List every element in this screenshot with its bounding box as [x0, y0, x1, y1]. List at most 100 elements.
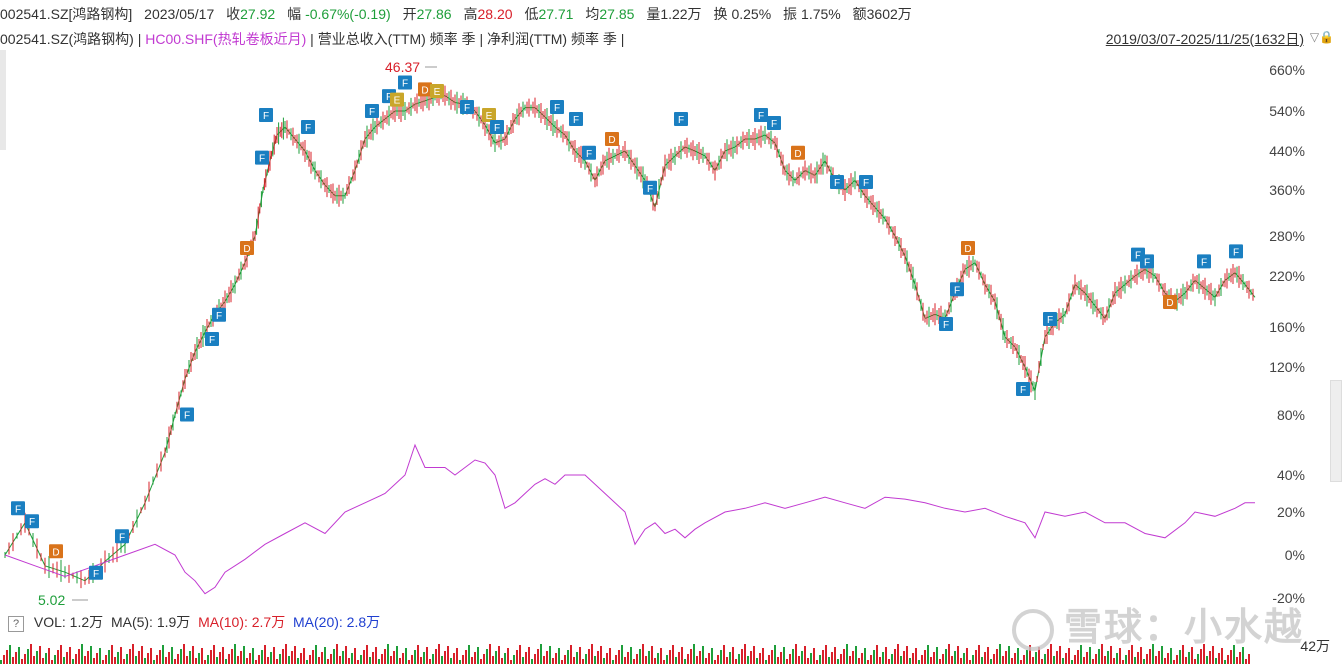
volume-bar — [486, 649, 488, 664]
volume-bar — [1119, 648, 1121, 664]
volume-bar — [360, 655, 362, 664]
event-marker-f — [460, 100, 474, 114]
indicator-legend: 002541.SZ(鸿路钢构) | HC00.SHF(热轧卷板近月) | 营业总… — [0, 31, 625, 47]
volume-bar — [828, 657, 830, 664]
volume-bar — [84, 656, 86, 664]
volume-bar — [129, 649, 131, 664]
volume-bar — [483, 654, 485, 664]
volume-bar — [858, 658, 860, 664]
volume-bar — [726, 657, 728, 664]
volume-bar — [999, 644, 1001, 664]
help-icon[interactable]: ? — [8, 616, 24, 632]
volume-bar — [1212, 646, 1214, 664]
volume-bar — [546, 651, 548, 664]
volume-bar — [18, 647, 20, 664]
volume-bar — [216, 657, 218, 664]
volume-bar — [141, 646, 143, 664]
volume-bar — [435, 649, 437, 664]
event-marker-label: F — [647, 184, 653, 195]
volume-bar — [954, 651, 956, 664]
volume-bar — [1086, 652, 1088, 664]
volume-bar — [408, 660, 410, 664]
volume-bar — [1092, 659, 1094, 664]
event-marker-label: F — [263, 111, 269, 122]
volume-bar — [1161, 646, 1163, 664]
volume-bar — [1101, 644, 1103, 664]
volume-bar — [333, 649, 335, 664]
volume-bar — [1167, 653, 1169, 664]
volume-bar — [891, 654, 893, 664]
event-marker-f — [212, 307, 226, 322]
volume-bar — [855, 646, 857, 664]
volume-bar — [645, 656, 647, 664]
legend-main-series[interactable]: 002541.SZ(鸿路钢构) — [0, 31, 134, 47]
xueqiu-logo-icon — [1011, 608, 1054, 651]
volume-bar — [1026, 650, 1028, 664]
volume-bar — [675, 657, 677, 664]
legend-revenue[interactable]: 营业总收入(TTM) 频率 季 — [317, 31, 476, 47]
volume-bar — [1149, 649, 1151, 664]
event-marker-f — [674, 112, 688, 126]
volume-bar — [687, 654, 689, 664]
volume-bar — [444, 651, 446, 664]
volume-bar — [924, 650, 926, 664]
volume-bar — [1029, 645, 1031, 664]
volume-bar — [516, 650, 518, 664]
volume-bar — [210, 650, 212, 664]
turnover-field: 换 0.25% — [713, 6, 772, 22]
volume-bar — [198, 653, 200, 664]
volume-bar — [297, 658, 299, 664]
volume-bar — [903, 651, 905, 664]
event-marker-label: D — [243, 244, 250, 255]
volume-bar — [402, 653, 404, 664]
volume-bar — [417, 645, 419, 664]
volume-bar — [1005, 651, 1007, 664]
volume-bar — [48, 648, 50, 664]
volume-bar — [249, 653, 251, 664]
volume-bar — [0, 660, 2, 664]
settings-icon[interactable]: ▽🔒 — [1309, 30, 1334, 44]
left-panel-handle[interactable] — [0, 50, 6, 150]
volume-bar — [1152, 644, 1154, 664]
event-marker-label: F — [834, 178, 840, 189]
event-marker-label: D — [1166, 298, 1173, 309]
volume-bar — [1095, 654, 1097, 664]
volume-bar — [960, 658, 962, 664]
volume-bar — [825, 645, 827, 664]
volume-bar — [537, 649, 539, 664]
volume-bar — [816, 660, 818, 664]
volume-bar — [756, 658, 758, 664]
volume-bar — [114, 657, 116, 664]
volume-bar — [1185, 657, 1187, 664]
legend-profit[interactable]: 净利润(TTM) 频率 季 — [486, 31, 617, 47]
event-marker-d — [1163, 295, 1177, 309]
volume-bar — [120, 647, 122, 664]
volume-bar — [936, 647, 938, 664]
volume-bar — [1230, 650, 1232, 664]
volume-bar — [339, 656, 341, 664]
volume-bar — [564, 655, 566, 664]
volume-bar — [744, 644, 746, 664]
volume-bar — [1116, 653, 1118, 664]
volume-bar — [63, 657, 65, 664]
legend-compare-series[interactable]: HC00.SHF(热轧卷板近月) — [145, 31, 307, 47]
event-marker-e — [430, 84, 444, 99]
min-price-label: 5.02 — [38, 592, 65, 608]
volume-bar — [291, 651, 293, 664]
volume-bar — [15, 652, 17, 664]
volume-bar — [1164, 658, 1166, 664]
volume-bar — [846, 644, 848, 664]
volume-bar — [33, 656, 35, 664]
volume-bar — [966, 648, 968, 664]
date-range-selector[interactable]: 2019/03/07-2025/11/25(1632日) — [1105, 31, 1304, 47]
max-price-label: 46.37 — [385, 59, 420, 75]
event-marker-f — [25, 514, 39, 529]
volume-bar — [849, 656, 851, 664]
volume-chart[interactable] — [0, 632, 1260, 664]
volume-bar — [576, 652, 578, 664]
volume-bar — [555, 653, 557, 664]
volume-bar — [207, 655, 209, 664]
volume-bar — [561, 660, 563, 664]
volume-bar — [9, 645, 11, 664]
price-chart[interactable]: 660% 540% 440% 360% 280% 220% 160% 120% 80% 40% 20… — [0, 50, 1342, 610]
